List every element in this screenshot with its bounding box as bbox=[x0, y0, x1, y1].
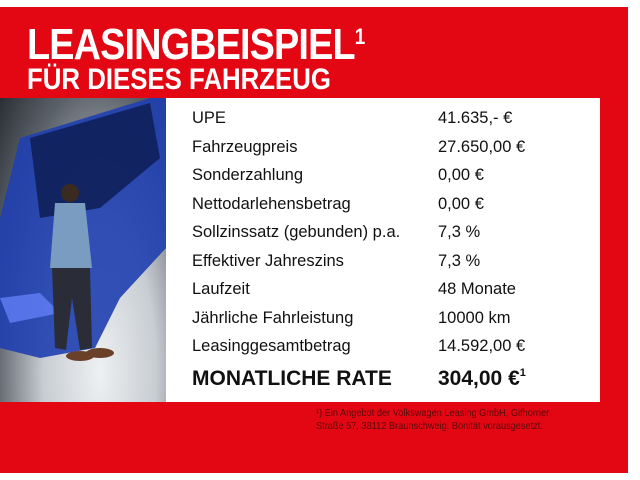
row-effektiver-jahreszins: Effektiver Jahreszins 7,3 % bbox=[192, 251, 481, 270]
row-leasinggesamtbetrag: Leasinggesamtbetrag 14.592,00 € bbox=[192, 337, 526, 355]
row-monatliche-rate: MONATLICHE RATE 304,00 €1 bbox=[192, 367, 526, 390]
row-nettodarlehensbetrag: Nettodarlehensbetrag 0,00 € bbox=[192, 194, 484, 213]
row-sonderzahlung: Sonderzahlung 0,00 € bbox=[192, 166, 484, 184]
row-sollzinssatz: Sollzinssatz (gebunden) p.a. 7,3 % bbox=[192, 223, 481, 241]
row-laufzeit: Laufzeit 48 Monate bbox=[192, 280, 516, 298]
row-fahrleistung: Jährliche Fahrleistung 10000 km bbox=[192, 308, 511, 327]
leasing-table: UPE 41.635,- € Fahrzeugpreis 27.650,00 € S… bbox=[166, 98, 600, 402]
footnote: ¹) Ein Angebot der Volkswagen Leasing Gm… bbox=[316, 408, 550, 432]
row-upe: UPE 41.635,- € bbox=[192, 109, 513, 127]
row-fahrzeugpreis: Fahrzeugpreis 27.650,00 € bbox=[192, 137, 526, 156]
car-photo bbox=[0, 98, 166, 402]
headline: LEASINGBEISPIEL1 bbox=[27, 20, 365, 69]
subheadline: FÜR DIESES FAHRZEUG bbox=[27, 63, 331, 96]
